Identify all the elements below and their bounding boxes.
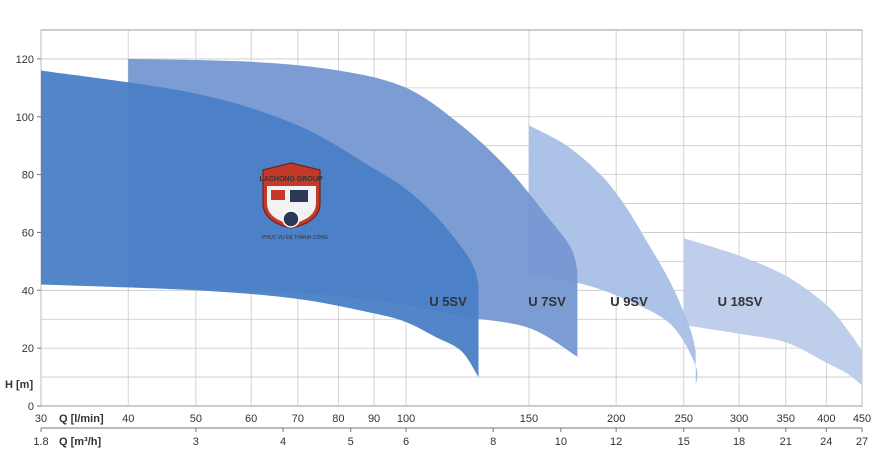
x-lpm-tick-label: 40 (122, 413, 134, 425)
company-logo: LACHONG GROUP PHỤC VỤ ĐỂ THÀNH CÔNG (260, 162, 328, 241)
x-m3h-tick-label: 18 (733, 436, 745, 448)
x-lpm-tick-label: 200 (607, 413, 625, 425)
x-lpm-tick-label: 60 (245, 413, 257, 425)
x-m3h-tick-label: 1.8 (33, 436, 48, 448)
x-lpm-tick-label: 90 (368, 413, 380, 425)
x-m3h-tick-label: 3 (193, 436, 199, 448)
x-m3h-tick-label: 21 (780, 436, 792, 448)
x-m3h-tick-label: 4 (280, 436, 286, 448)
series-label-u-18sv: U 18SV (718, 294, 763, 309)
x-lpm-axis-title: Q [l/min] (59, 413, 104, 425)
series-labels: U 18SV U 9SV U 7SV U 5SV (429, 294, 763, 309)
x-m3h-tick-label: 8 (490, 436, 496, 448)
y-tick-label: 80 (22, 170, 34, 182)
x-lpm-tick-label: 450 (853, 413, 871, 425)
x-lpm-tick-label: 30 (35, 413, 47, 425)
logo-tagline: PHỤC VỤ ĐỂ THÀNH CÔNG (262, 234, 328, 241)
x-lpm-tick-label: 100 (397, 413, 415, 425)
y-tick-label: 20 (22, 343, 34, 355)
logo-building-icon (290, 190, 308, 202)
y-tick-label: 60 (22, 227, 34, 239)
x-m3h-axis-title: Q [m³/h] (59, 436, 101, 448)
x-m3h-tick-label: 12 (610, 436, 622, 448)
x-lpm-tick-label: 400 (817, 413, 835, 425)
axes: 0 20 40 60 80 100 120 H [m] 30 40 50 60 70 80 90 100 150… (5, 54, 871, 448)
series-label-u-9sv: U 9SV (610, 294, 648, 309)
logo-name: LACHONG GROUP (260, 176, 323, 183)
series-areas (41, 58, 862, 386)
y-tick-label: 120 (16, 54, 34, 66)
x-m3h-tick-label: 10 (555, 436, 567, 448)
x-lpm-tick-label: 150 (520, 413, 538, 425)
x-m3h-tick-label: 27 (856, 436, 868, 448)
series-label-u-5sv: U 5SV (429, 294, 467, 309)
series-area-u-5sv (41, 70, 479, 378)
y-tick-label: 40 (22, 285, 34, 297)
x-lpm-tick-label: 300 (730, 413, 748, 425)
y-axis-title: H [m] (5, 379, 33, 391)
x-lpm-tick-label: 50 (190, 413, 202, 425)
series-label-u-7sv: U 7SV (528, 294, 566, 309)
series-area-u-9sv (528, 125, 698, 386)
x-lpm-tick-label: 350 (777, 413, 795, 425)
x-m3h-tick-label: 5 (348, 436, 354, 448)
logo-flag-icon (271, 190, 285, 200)
x-m3h-tick-label: 24 (820, 436, 832, 448)
x-lpm-tick-label: 80 (332, 413, 344, 425)
y-tick-label: 100 (16, 112, 34, 124)
series-area-u-18sv (683, 238, 862, 386)
x-lpm-tick-label: 70 (292, 413, 304, 425)
x-m3h-tick-label: 6 (403, 436, 409, 448)
logo-gear-icon (282, 210, 300, 228)
y-tick-label: 0 (28, 401, 34, 413)
x-m3h-tick-label: 15 (678, 436, 690, 448)
x-lpm-tick-label: 250 (675, 413, 693, 425)
